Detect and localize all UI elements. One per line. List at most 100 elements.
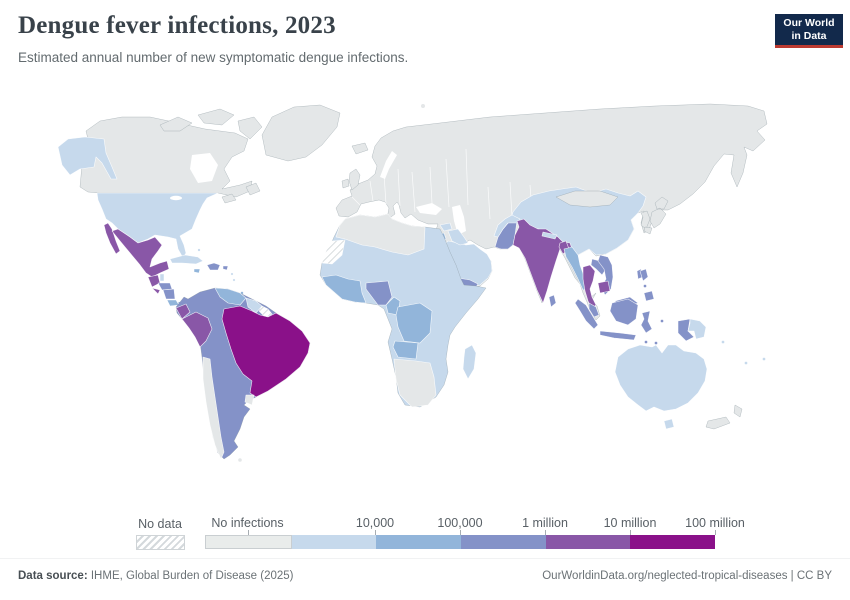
region-west-africa-coast[interactable] xyxy=(321,274,367,304)
no-data-swatch[interactable] xyxy=(136,535,185,550)
region-cuba[interactable] xyxy=(169,254,204,265)
region-jamaica[interactable] xyxy=(193,268,201,274)
legend-tick-mark xyxy=(460,530,461,535)
region-borneo[interactable] xyxy=(609,298,639,326)
region-dr-congo[interactable] xyxy=(395,302,433,344)
legend-labels: No infections 10,000 100,000 1 million 10 mi… xyxy=(205,514,765,535)
logo-line1: Our World xyxy=(783,16,835,29)
region-central-america[interactable] xyxy=(147,273,191,309)
region-guatemala[interactable] xyxy=(147,274,161,288)
region-mexico[interactable] xyxy=(103,222,170,278)
region-lesser-sunda[interactable] xyxy=(644,340,648,344)
region-hispaniola[interactable] xyxy=(206,262,221,271)
region-luzon[interactable] xyxy=(639,268,649,282)
region-french-guiana[interactable] xyxy=(258,305,273,319)
region-brazil[interactable] xyxy=(221,305,311,398)
region-alaska[interactable] xyxy=(57,136,118,180)
attribution-link[interactable]: OurWorldinData.org/neglected-tropical-di… xyxy=(542,570,832,582)
legend-tick-label: 100,000 xyxy=(437,516,483,530)
region-papua-new-guinea[interactable] xyxy=(687,318,707,340)
region-honduras[interactable] xyxy=(157,282,173,291)
legend-tick-label: 100 million xyxy=(685,516,745,530)
region-lesser-antilles[interactable] xyxy=(230,272,234,276)
world-choropleth-map[interactable] xyxy=(0,92,850,512)
region-new-zealand[interactable] xyxy=(705,404,743,430)
legend-tick-label: 10,000 xyxy=(355,516,395,530)
region-nepal[interactable] xyxy=(541,231,558,240)
legend-tick-mark xyxy=(715,530,716,535)
legend-band-0[interactable] xyxy=(205,535,292,549)
region-angola[interactable] xyxy=(392,340,419,360)
legend-tick-mark xyxy=(545,530,546,535)
hudson-bay xyxy=(190,153,218,183)
region-falkland-islands[interactable] xyxy=(238,458,242,462)
region-japan[interactable] xyxy=(643,196,669,235)
region-iceland[interactable] xyxy=(351,142,369,155)
black-sea xyxy=(416,203,442,215)
region-india[interactable] xyxy=(512,218,573,304)
region-sumatra[interactable] xyxy=(574,298,599,330)
region-vietnam[interactable] xyxy=(597,254,614,296)
region-australia[interactable] xyxy=(614,344,708,412)
region-syria[interactable] xyxy=(439,222,453,232)
legend-tick-mark xyxy=(247,530,249,535)
legend-band-1[interactable] xyxy=(291,535,377,549)
region-fiji[interactable] xyxy=(762,357,766,361)
great-lakes xyxy=(170,195,182,201)
region-chile[interactable] xyxy=(202,356,225,460)
region-solomon-islands[interactable] xyxy=(721,340,725,344)
region-united-kingdom[interactable] xyxy=(348,168,361,191)
data-source: Data source: IHME, Global Burden of Dise… xyxy=(18,570,294,582)
region-sri-lanka[interactable] xyxy=(548,294,557,308)
region-java[interactable] xyxy=(599,330,637,341)
legend-band-5[interactable] xyxy=(630,535,716,549)
owid-logo[interactable]: Our World in Data xyxy=(775,14,843,48)
region-lesser-antilles-2[interactable] xyxy=(232,278,236,282)
region-belize[interactable] xyxy=(159,273,165,282)
region-iraq[interactable] xyxy=(447,228,469,246)
legend-band-2[interactable] xyxy=(376,535,462,549)
region-thailand[interactable] xyxy=(582,264,597,310)
region-united-states[interactable] xyxy=(96,192,219,259)
map-legend: No data No infections 10,000 100,000 1 mill… xyxy=(0,514,850,554)
legend-tick-label: No infections xyxy=(211,516,284,530)
no-data-label: No data xyxy=(138,517,182,531)
region-nigeria[interactable] xyxy=(365,280,393,306)
region-bahamas[interactable] xyxy=(197,248,201,252)
region-caribbean[interactable] xyxy=(169,248,244,295)
region-visayas[interactable] xyxy=(643,284,647,288)
region-ireland[interactable] xyxy=(341,178,350,189)
region-nicaragua[interactable] xyxy=(162,288,176,300)
region-mindanao[interactable] xyxy=(643,290,655,302)
region-canada-arctic-islands[interactable] xyxy=(159,108,263,140)
region-madagascar[interactable] xyxy=(462,344,477,380)
region-greenland[interactable] xyxy=(261,104,341,162)
region-maluku[interactable] xyxy=(660,319,664,323)
region-southern-africa[interactable] xyxy=(393,358,437,408)
region-el-salvador[interactable] xyxy=(151,287,161,295)
region-north-africa[interactable] xyxy=(335,213,426,256)
region-tasmania[interactable] xyxy=(663,418,675,430)
legend-band-3[interactable] xyxy=(461,535,546,549)
legend-tick-mark xyxy=(630,530,631,535)
page-subtitle: Estimated annual number of new symptomat… xyxy=(18,50,409,65)
region-ecuador[interactable] xyxy=(175,303,191,320)
region-peru[interactable] xyxy=(181,311,213,348)
region-new-caledonia[interactable] xyxy=(744,361,748,365)
region-uruguay[interactable] xyxy=(244,394,255,406)
region-western-sahara[interactable] xyxy=(321,239,346,265)
region-sulawesi[interactable] xyxy=(640,310,653,334)
region-newfoundland[interactable] xyxy=(221,182,261,204)
region-lesser-sunda-2[interactable] xyxy=(654,341,658,345)
region-cambodia[interactable] xyxy=(597,280,611,294)
region-guyana-suriname[interactable] xyxy=(245,297,263,314)
europe-borders xyxy=(351,148,533,220)
region-venezuela[interactable] xyxy=(214,287,247,306)
region-mongolia[interactable] xyxy=(555,190,619,208)
region-puerto-rico[interactable] xyxy=(222,265,229,271)
legend-band-4[interactable] xyxy=(545,535,631,549)
region-philippines[interactable] xyxy=(639,268,655,302)
region-indonesia[interactable] xyxy=(574,298,695,345)
logo-line2: in Data xyxy=(791,29,827,42)
region-svalbard[interactable] xyxy=(421,104,425,108)
